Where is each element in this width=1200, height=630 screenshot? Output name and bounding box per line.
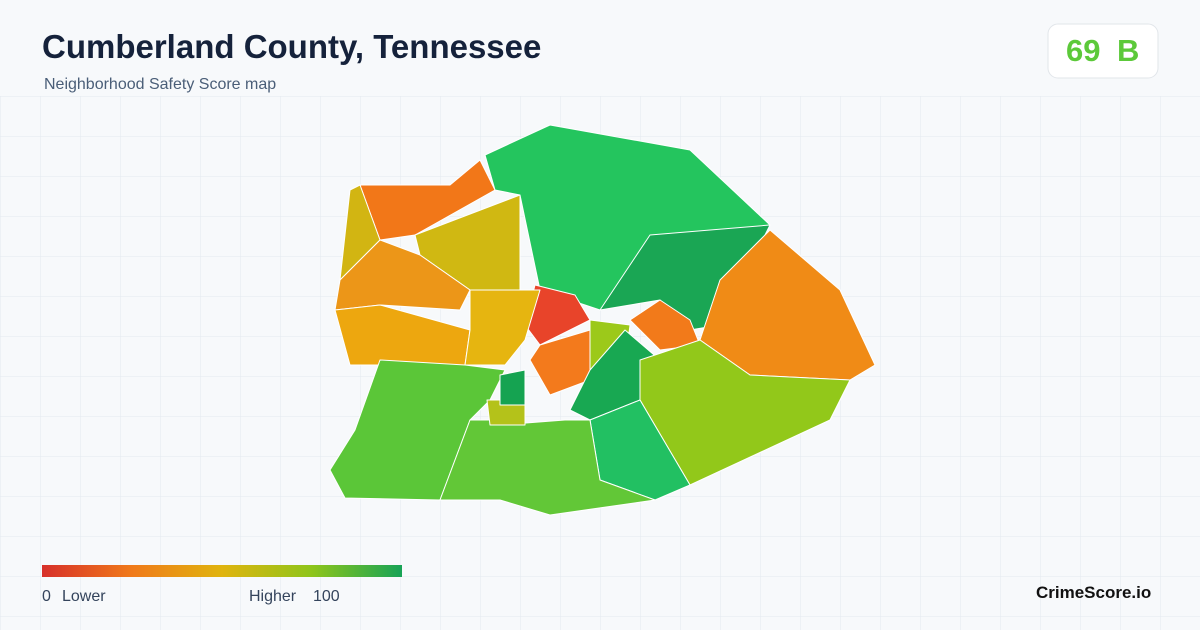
score-grade: B	[1117, 33, 1140, 68]
legend-max: 100	[313, 588, 340, 605]
legend-gradient	[42, 565, 402, 577]
legend-min: 0	[42, 588, 51, 605]
region	[529, 329, 591, 396]
neighborhoods	[329, 124, 876, 516]
region	[464, 289, 541, 366]
region	[499, 369, 526, 406]
region	[629, 299, 701, 351]
legend-max-label: Higher	[249, 588, 297, 605]
score-value: 69	[1066, 33, 1101, 68]
region	[439, 419, 656, 516]
score-badge	[1047, 23, 1159, 79]
subtitle: Neighborhood Safety Score map	[44, 76, 277, 93]
title: Cumberland County, Tennessee	[42, 28, 542, 65]
brand: CrimeScore.io	[1036, 583, 1152, 602]
legend-min-label: Lower	[62, 588, 106, 605]
